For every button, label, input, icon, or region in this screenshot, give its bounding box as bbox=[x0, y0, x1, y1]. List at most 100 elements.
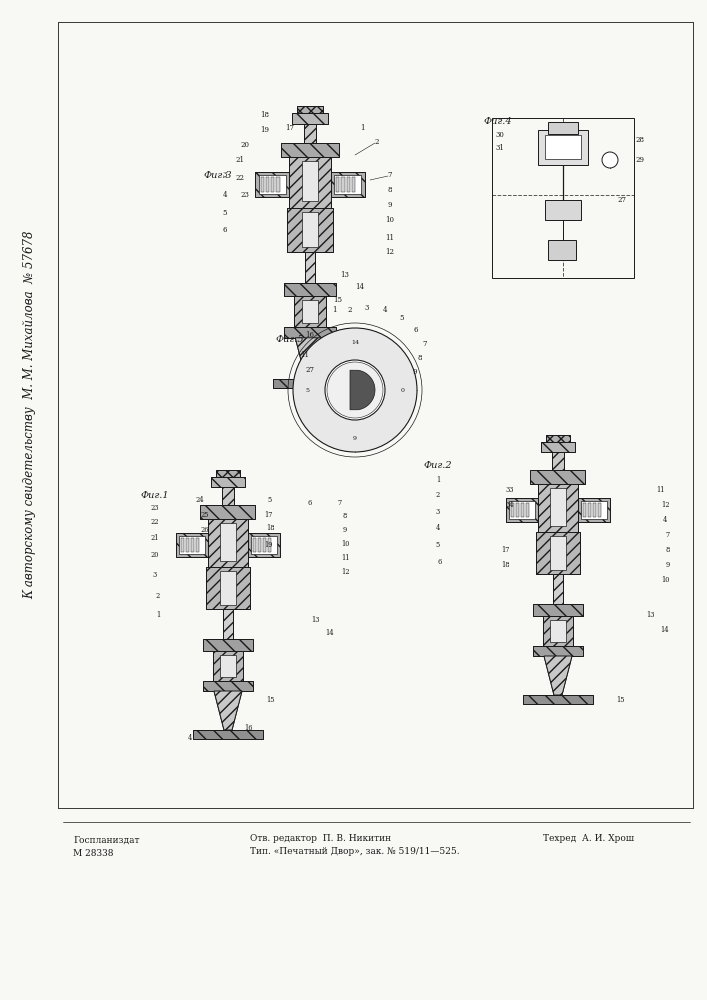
Bar bbox=[294, 296, 326, 327]
Text: 12: 12 bbox=[341, 568, 349, 576]
Bar bbox=[284, 283, 337, 296]
Bar bbox=[523, 695, 593, 704]
Bar bbox=[268, 538, 271, 552]
Text: 34: 34 bbox=[506, 501, 514, 509]
Bar bbox=[284, 327, 337, 338]
Text: 6: 6 bbox=[438, 558, 442, 566]
Text: 6: 6 bbox=[414, 326, 419, 334]
Bar bbox=[266, 177, 269, 192]
Text: 23: 23 bbox=[240, 191, 250, 199]
Bar bbox=[222, 487, 234, 505]
Text: 17: 17 bbox=[264, 511, 272, 519]
Text: 24: 24 bbox=[196, 496, 204, 504]
Text: 22: 22 bbox=[151, 518, 159, 526]
Bar bbox=[578, 498, 610, 522]
Text: 2: 2 bbox=[348, 306, 352, 314]
Bar bbox=[302, 300, 318, 323]
Bar bbox=[263, 538, 266, 552]
Text: 5: 5 bbox=[436, 541, 440, 549]
Text: 4: 4 bbox=[436, 524, 440, 532]
Circle shape bbox=[293, 328, 417, 452]
Text: 9: 9 bbox=[343, 526, 347, 534]
Bar bbox=[220, 523, 236, 561]
Bar bbox=[541, 442, 575, 452]
Text: 15: 15 bbox=[616, 696, 624, 704]
Bar bbox=[331, 172, 365, 197]
Text: 1: 1 bbox=[156, 611, 160, 619]
Text: 2: 2 bbox=[436, 491, 440, 499]
Text: 12: 12 bbox=[385, 248, 395, 256]
Text: 9: 9 bbox=[666, 561, 670, 569]
Bar bbox=[179, 536, 205, 554]
Text: 15: 15 bbox=[266, 696, 274, 704]
Text: 16: 16 bbox=[305, 331, 315, 339]
Text: 11: 11 bbox=[341, 554, 349, 562]
Bar bbox=[331, 172, 365, 197]
Text: 9: 9 bbox=[353, 436, 357, 440]
Bar bbox=[581, 501, 607, 519]
Text: 11: 11 bbox=[300, 351, 310, 359]
Polygon shape bbox=[214, 691, 242, 730]
Text: 5: 5 bbox=[305, 387, 309, 392]
Bar bbox=[191, 538, 194, 552]
Text: 4: 4 bbox=[188, 734, 192, 742]
Bar bbox=[538, 130, 588, 165]
Text: 33: 33 bbox=[506, 486, 514, 494]
Text: 5: 5 bbox=[399, 314, 404, 322]
Bar bbox=[216, 470, 240, 477]
Text: 7: 7 bbox=[387, 171, 392, 179]
Text: 13: 13 bbox=[645, 611, 654, 619]
Bar bbox=[598, 503, 601, 517]
Text: 22: 22 bbox=[235, 174, 245, 182]
Bar bbox=[543, 616, 573, 646]
Bar bbox=[248, 533, 280, 557]
Bar bbox=[305, 252, 315, 283]
Bar bbox=[255, 172, 289, 197]
Text: 5: 5 bbox=[223, 209, 227, 217]
Text: 19: 19 bbox=[260, 126, 269, 134]
Bar bbox=[533, 646, 583, 656]
Text: Фиг.5: Фиг.5 bbox=[276, 336, 304, 344]
Bar bbox=[203, 681, 253, 691]
Bar bbox=[588, 503, 591, 517]
Circle shape bbox=[325, 360, 385, 420]
Text: 27: 27 bbox=[617, 196, 626, 204]
Bar bbox=[258, 538, 261, 552]
Bar bbox=[284, 283, 337, 296]
Bar bbox=[536, 532, 580, 574]
Bar bbox=[223, 609, 233, 639]
Bar bbox=[293, 113, 327, 124]
Bar bbox=[289, 157, 331, 208]
Bar bbox=[211, 477, 245, 487]
Text: 15: 15 bbox=[334, 296, 342, 304]
Bar bbox=[201, 505, 255, 519]
Bar bbox=[294, 296, 326, 327]
Text: 26: 26 bbox=[201, 526, 209, 534]
Text: 12: 12 bbox=[661, 501, 670, 509]
Bar bbox=[516, 503, 519, 517]
Text: 8: 8 bbox=[387, 186, 392, 194]
Text: 14: 14 bbox=[351, 340, 359, 344]
Bar bbox=[276, 177, 279, 192]
Bar bbox=[206, 567, 250, 609]
Bar bbox=[552, 452, 564, 470]
Bar bbox=[346, 177, 350, 192]
Bar bbox=[273, 379, 346, 388]
Bar bbox=[334, 175, 361, 194]
Text: 4: 4 bbox=[382, 306, 387, 314]
Bar bbox=[208, 519, 248, 567]
Text: 18: 18 bbox=[501, 561, 509, 569]
Bar bbox=[203, 639, 253, 651]
Bar bbox=[533, 646, 583, 656]
Text: 20: 20 bbox=[240, 141, 250, 149]
Text: 20: 20 bbox=[151, 551, 159, 559]
Bar bbox=[281, 142, 339, 157]
Text: 8: 8 bbox=[418, 354, 422, 362]
Text: 25: 25 bbox=[201, 511, 209, 519]
Text: 6: 6 bbox=[223, 226, 227, 234]
Text: 28: 28 bbox=[636, 136, 645, 144]
Bar bbox=[251, 536, 277, 554]
Text: 3: 3 bbox=[223, 171, 227, 179]
Bar bbox=[261, 177, 264, 192]
Text: 8: 8 bbox=[666, 546, 670, 554]
